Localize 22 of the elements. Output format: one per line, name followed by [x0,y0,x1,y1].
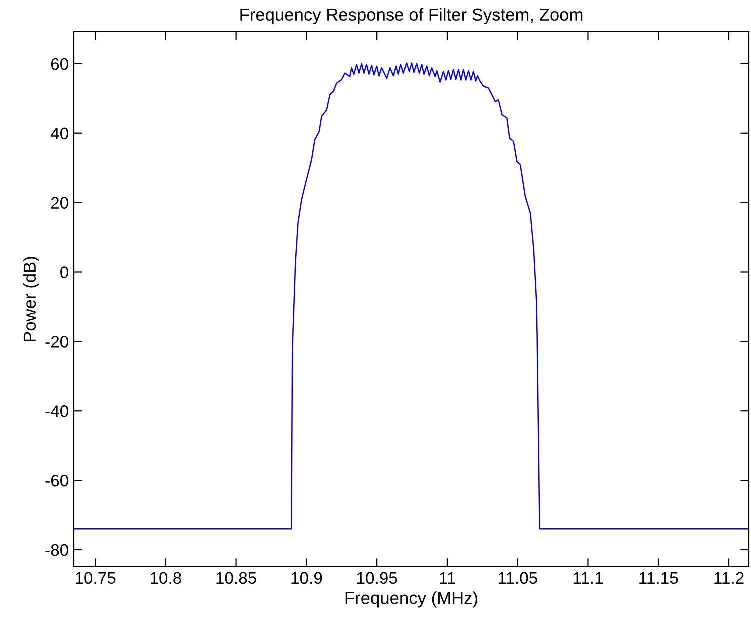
line-series [74,62,749,530]
x-tick-label: 11 [440,572,456,584]
y-tick-label: -20 [46,336,68,348]
x-tick-label: 11.2 [714,572,744,584]
x-tick-label: 10.85 [216,572,256,584]
x-tick-label: 11.15 [640,572,678,584]
y-tick-label: 40 [50,128,68,140]
y-tick-label: 0 [60,266,68,278]
x-tick-label: 11.1 [574,572,604,584]
y-tick-label: -60 [46,474,68,487]
x-axis-title: Frequency (MHz) [346,592,478,608]
x-tick-label: 10.75 [76,572,116,584]
y-axis-title: Power (dB) [23,257,40,342]
y-tick-label: 20 [51,197,68,210]
x-tick-label: 10.8 [150,572,182,584]
x-tick-label: 10.95 [358,572,398,584]
chart-title: Frequency Response of Filter System, Zoom [240,8,583,24]
y-tick-label: -40 [46,406,68,418]
x-tick-label: 11.05 [498,572,538,584]
y-tick-label: 60 [51,58,68,70]
y-tick-label: -80 [46,544,68,556]
x-tick-label: 10.9 [292,572,322,584]
